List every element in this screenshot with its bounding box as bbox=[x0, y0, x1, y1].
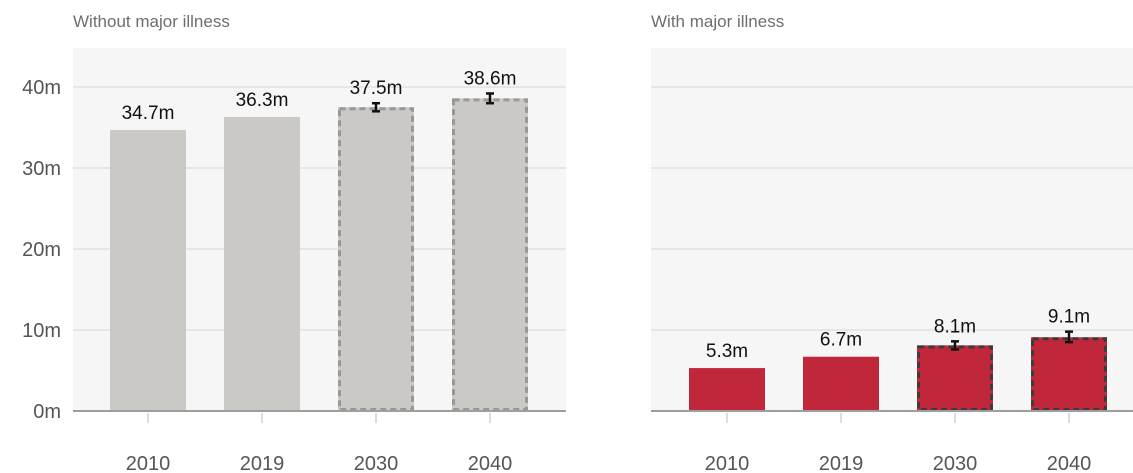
bar bbox=[452, 98, 528, 411]
bar bbox=[917, 345, 993, 411]
y-tick-label: 40m bbox=[22, 77, 61, 99]
x-tick-label: 2030 bbox=[354, 453, 399, 473]
data-label: 36.3m bbox=[236, 90, 289, 111]
data-label: 38.6m bbox=[464, 68, 517, 89]
bar bbox=[803, 356, 879, 411]
data-label: 5.3m bbox=[706, 341, 748, 362]
bar bbox=[338, 107, 414, 411]
y-tick-label: 30m bbox=[22, 158, 61, 180]
panel-1: 5.3m 2010 6.7m 2019 8.1m 2030 9.1m 2040 bbox=[651, 48, 1133, 473]
y-tick-label: 10m bbox=[22, 320, 61, 342]
y-tick-label: 0m bbox=[33, 401, 61, 423]
bar bbox=[689, 368, 765, 411]
panel-title-with-illness: With major illness bbox=[651, 12, 785, 31]
error-bar bbox=[951, 340, 959, 351]
bar bbox=[224, 116, 300, 411]
projection-outline bbox=[338, 107, 414, 411]
x-tick-label: 2040 bbox=[1047, 453, 1092, 473]
bar bbox=[110, 129, 186, 411]
bar bbox=[1031, 337, 1107, 411]
x-tick-label: 2019 bbox=[819, 453, 864, 473]
x-tick-label: 2040 bbox=[468, 453, 513, 473]
data-label: 8.1m bbox=[934, 316, 976, 337]
panel-title-without-illness: Without major illness bbox=[73, 12, 230, 31]
projection-outline bbox=[917, 345, 993, 412]
error-bar bbox=[372, 101, 380, 113]
x-tick-label: 2010 bbox=[705, 453, 750, 473]
data-label: 34.7m bbox=[122, 103, 175, 124]
error-bar bbox=[1065, 330, 1073, 344]
projection-outline bbox=[452, 98, 528, 411]
panel-0: 0m 10m 20m 30m 40m 34.7m 2010 36.3m 2019 37.5m 203… bbox=[22, 48, 566, 473]
y-tick-label: 20m bbox=[22, 239, 61, 261]
error-bar bbox=[486, 92, 494, 105]
data-label: 6.7m bbox=[820, 330, 862, 351]
x-tick-label: 2019 bbox=[240, 453, 285, 473]
data-label: 9.1m bbox=[1048, 307, 1090, 328]
data-label: 37.5m bbox=[350, 78, 403, 99]
x-tick-label: 2030 bbox=[933, 453, 978, 473]
projection-outline bbox=[1031, 337, 1107, 412]
x-tick-label: 2010 bbox=[126, 453, 171, 473]
